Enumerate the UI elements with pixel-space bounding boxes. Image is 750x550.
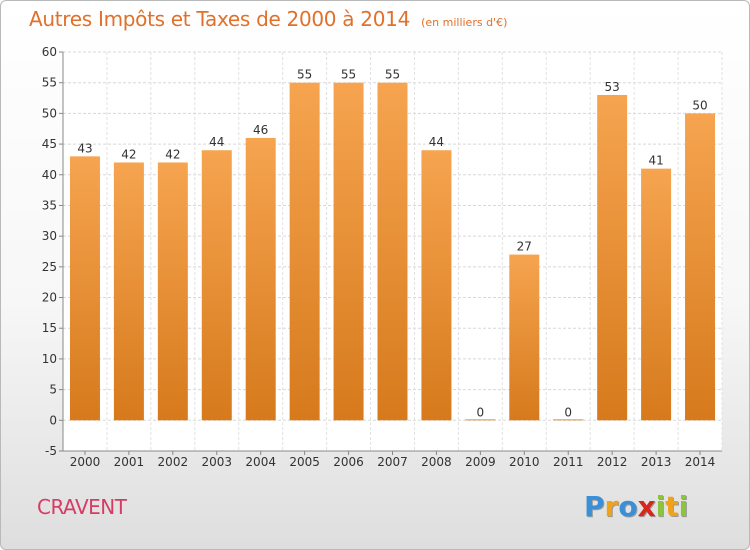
data-label: 0 [564, 405, 572, 419]
y-tick-label: 50 [42, 106, 57, 120]
logo-letter: x [637, 490, 656, 523]
logo-letter: P [584, 490, 605, 523]
logo-letter: i [678, 490, 689, 523]
data-label: 55 [297, 68, 312, 82]
y-tick-label: 25 [42, 260, 57, 274]
y-tick-label: 5 [49, 383, 57, 397]
x-tick-label: 2005 [289, 455, 320, 469]
logo-letter: t [665, 490, 679, 523]
data-label: 27 [517, 240, 532, 254]
x-tick-label: 2000 [70, 455, 101, 469]
bar [421, 150, 452, 421]
logo-letter: o [618, 490, 638, 523]
label-layer: 43 42 42 44 46 55 55 55 44 0 27 0 53 41 50 [77, 68, 707, 420]
x-tick-label: 2009 [465, 455, 496, 469]
data-label: 41 [648, 154, 663, 168]
bar [641, 168, 672, 421]
bar [333, 82, 364, 421]
data-label: 55 [341, 68, 356, 82]
bar [113, 162, 144, 421]
data-label: 44 [209, 135, 224, 149]
y-tick-label: 15 [42, 321, 57, 335]
x-tick-label: 2007 [377, 455, 408, 469]
x-tick-label: 2006 [333, 455, 364, 469]
y-tick-label: 40 [42, 168, 57, 182]
bar-layer [69, 82, 716, 421]
data-label: 50 [692, 98, 707, 112]
bar [69, 156, 100, 421]
data-label: 44 [429, 135, 444, 149]
data-label: 42 [165, 147, 180, 161]
x-tick-label: 2008 [421, 455, 452, 469]
data-label: 43 [77, 141, 92, 155]
data-label: 42 [121, 147, 136, 161]
data-label: 55 [385, 68, 400, 82]
commune-name: CRAVENT [37, 495, 127, 519]
data-label: 46 [253, 123, 268, 137]
x-tick-label: 2012 [597, 455, 628, 469]
y-tick-label: 0 [49, 413, 57, 427]
data-label: 0 [477, 405, 485, 419]
y-tick-label: 35 [42, 198, 57, 212]
bar [201, 150, 232, 421]
chart-unit: (en milliers d'€) [421, 16, 508, 29]
x-tick-label: 2014 [685, 455, 716, 469]
y-tick-label: 60 [42, 45, 57, 59]
x-tick-label: 2004 [245, 455, 276, 469]
bar [553, 419, 584, 421]
bar [597, 94, 628, 421]
y-tick-label: 20 [42, 291, 57, 305]
x-tick-label: 2011 [553, 455, 584, 469]
x-tick-label: 2013 [641, 455, 672, 469]
bar [465, 419, 496, 421]
bar [289, 82, 320, 421]
y-tick-label: 30 [42, 229, 57, 243]
y-tick-label: 55 [42, 76, 57, 90]
y-tick-label: 10 [42, 352, 57, 366]
y-tick-label: 45 [42, 137, 57, 151]
x-tick-label: 2010 [509, 455, 540, 469]
bar [157, 162, 188, 421]
x-tick-label: 2001 [114, 455, 145, 469]
bar [245, 137, 276, 421]
y-tick-label: -5 [45, 444, 57, 458]
proxiti-logo[interactable]: Proxiti [584, 490, 688, 523]
axis-layer: -5 0 5 10 15 20 25 30 35 40 45 50 55 60 2000 2001 2002 20… [42, 45, 722, 469]
data-label: 53 [605, 80, 620, 94]
x-tick-label: 2002 [158, 455, 189, 469]
title-row: Autres Impôts et Taxes de 2000 à 2014 (e… [29, 7, 507, 31]
logo-letter: i [655, 490, 666, 523]
logo-letter: r [604, 490, 619, 523]
x-tick-label: 2003 [201, 455, 232, 469]
bar [377, 82, 408, 421]
bar [685, 113, 716, 421]
bar [509, 254, 540, 421]
chart-title: Autres Impôts et Taxes de 2000 à 2014 [29, 7, 410, 31]
